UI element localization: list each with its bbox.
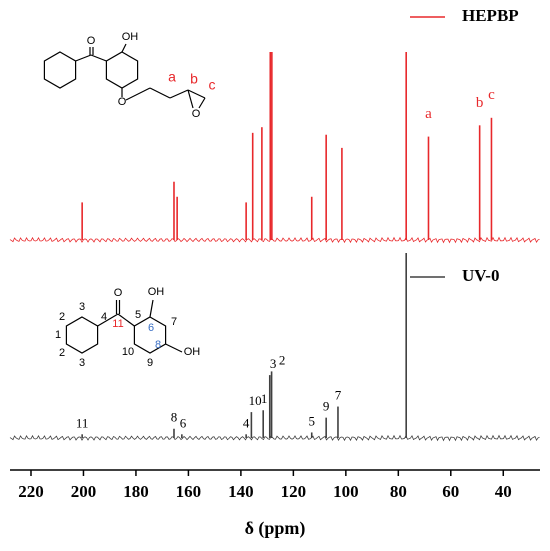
peak-label: a <box>425 106 432 122</box>
x-tick-label: 160 <box>176 482 202 501</box>
peak-label: 5 <box>308 413 315 428</box>
x-tick-label: 80 <box>390 482 407 501</box>
atom-label: 9 <box>147 357 153 369</box>
peak-label: 10 <box>249 393 262 408</box>
peak-label: b <box>476 95 484 111</box>
x-tick-label: 60 <box>442 482 459 501</box>
baseline-noise <box>9 434 540 442</box>
x-tick-label: 120 <box>281 482 307 501</box>
x-tick-label: 40 <box>495 482 512 501</box>
peak-label: 6 <box>180 415 187 430</box>
atom-label: OH <box>184 346 201 358</box>
baseline-noise <box>9 236 540 244</box>
atom-label: 3 <box>79 357 85 369</box>
peak-label: c <box>488 87 495 103</box>
atom-label: a <box>168 69 176 85</box>
x-tick-label: 140 <box>228 482 254 501</box>
legend-label: HEPBP <box>462 6 519 25</box>
atom-label: 2 <box>59 347 65 359</box>
atom-label: b <box>190 71 198 87</box>
atom-label: 5 <box>135 309 141 321</box>
atom-label: O <box>118 96 127 108</box>
uv0-structure: O OH OH 11 1 2 3 4 2 3 5 6 7 8 9 10 <box>55 286 200 369</box>
x-tick-label: 200 <box>71 482 97 501</box>
peak-label: 2 <box>279 352 286 367</box>
atom-label: 3 <box>79 301 85 313</box>
atom-label: OH <box>148 286 165 298</box>
x-tick-label: 100 <box>333 482 359 501</box>
atom-label: 11 <box>112 318 123 330</box>
peak-label: 4 <box>243 415 250 430</box>
hepbp-structure: O OH O a b c O <box>43 31 216 120</box>
x-tick-label: 180 <box>123 482 149 501</box>
x-axis-label: δ (ppm) <box>245 518 306 539</box>
atom-label: O <box>114 287 123 299</box>
peak-label: 9 <box>323 399 330 414</box>
peak-label: 8 <box>171 410 178 425</box>
atom-label: 2 <box>59 311 65 323</box>
peak-label: 7 <box>335 388 342 403</box>
atom-label: 10 <box>122 346 134 358</box>
peak-label: 3 <box>270 356 277 371</box>
atom-label: 1 <box>55 329 61 341</box>
peak-label: 1 <box>261 391 268 406</box>
atom-label: 8 <box>155 339 161 351</box>
atom-label: OH <box>122 31 139 43</box>
x-tick-label: 220 <box>18 482 44 501</box>
atom-label: 4 <box>101 311 107 323</box>
atom-label: O <box>192 108 201 120</box>
atom-label: O <box>87 35 96 47</box>
peak-label: 11 <box>76 415 89 430</box>
atom-label: 6 <box>148 322 154 334</box>
legend-label: UV-0 <box>462 266 499 285</box>
atom-label: 7 <box>171 316 177 328</box>
atom-label: c <box>209 77 216 93</box>
